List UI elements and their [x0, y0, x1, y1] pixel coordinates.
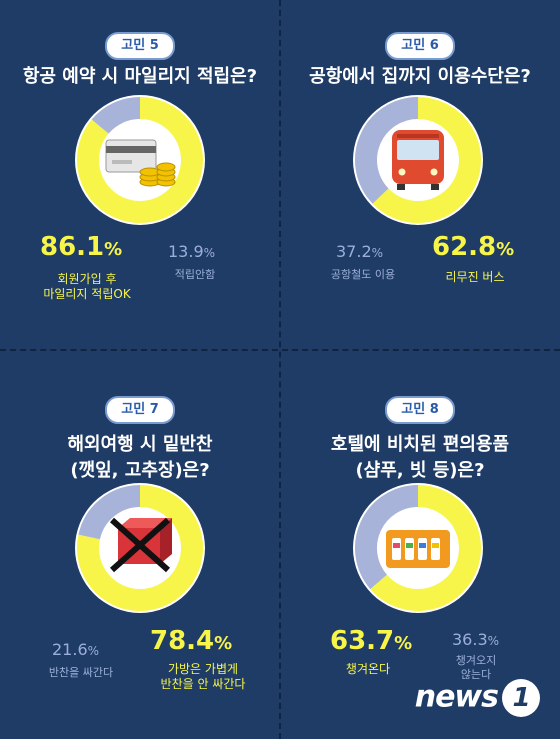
- title-line: 호텔에 비치된 편의용품: [330, 434, 510, 455]
- question-title-7: 해외여행 시 밑반찬 (깻잎, 고추장)은?: [0, 432, 280, 484]
- small-value-5: 13.9%: [168, 242, 215, 261]
- big-number: 78.4: [150, 626, 215, 656]
- donut-8: [353, 483, 483, 613]
- question-title-5: 항공 예약 시 마일리지 적립은?: [0, 64, 280, 90]
- small-label-5: 적립안함: [160, 268, 230, 282]
- panel-5: 고민 5 항공 예약 시 마일리지 적립은? 86.1% 회원가입 후 마일리지…: [0, 0, 280, 350]
- percent-sign: %: [487, 634, 500, 648]
- toiletries-icon: [386, 530, 450, 568]
- donut-segment-major: [370, 485, 481, 611]
- badge-6: 고민 6: [385, 32, 455, 60]
- small-label-6: 공항철도 이용: [318, 268, 408, 282]
- panel-8: 고민 8 호텔에 비치된 편의용품 (샴푸, 빗 등)은? 63.7% 챙겨온다…: [280, 380, 560, 730]
- badge-8: 고민 8: [385, 396, 455, 424]
- label-line: 가방은 가볍게: [167, 662, 239, 676]
- donut-segment-major: [77, 97, 203, 223]
- donut-chart-5: [75, 95, 205, 225]
- label-line: 적립안함: [174, 268, 216, 281]
- big-value-5: 86.1%: [40, 232, 122, 262]
- big-label-8: 챙겨온다: [328, 662, 408, 677]
- small-value-8: 36.3%: [452, 630, 499, 649]
- label-line: 마일리지 적립OK: [43, 287, 131, 301]
- big-value-7: 78.4%: [150, 626, 232, 656]
- donut-segment-minor: [355, 485, 419, 590]
- logo-mark: 1: [502, 679, 540, 717]
- small-value-7: 21.6%: [52, 640, 99, 659]
- big-value-8: 63.7%: [330, 626, 412, 656]
- news1-logo: news 1: [415, 679, 540, 717]
- question-title-6: 공항에서 집까지 이용수단은?: [280, 64, 560, 90]
- small-number: 13.9: [168, 242, 204, 261]
- donut-segment-major: [372, 97, 481, 223]
- question-title-8: 호텔에 비치된 편의용품 (샴푸, 빗 등)은?: [280, 432, 560, 484]
- panel-6: 고민 6 공항에서 집까지 이용수단은? 37.2% 공항철도 이용 62.8%…: [280, 0, 560, 350]
- donut-segment-minor: [91, 97, 141, 135]
- label-line: 챙겨오지: [455, 654, 497, 667]
- label-line: 반찬을 싸간다: [48, 666, 114, 679]
- big-label-7: 가방은 가볍게 반찬을 안 싸간다: [138, 662, 268, 692]
- label-line: 회원가입 후: [57, 272, 117, 286]
- logo-text: news: [414, 679, 499, 715]
- vertical-divider: [279, 0, 281, 739]
- big-label-6: 리무진 버스: [430, 270, 520, 285]
- donut-segment-minor: [78, 485, 141, 540]
- big-value-6: 62.8%: [432, 232, 514, 262]
- label-line: 리무진 버스: [445, 270, 505, 284]
- label-line: 공항철도 이용: [330, 268, 396, 281]
- bus-icon: [392, 130, 444, 190]
- badge-7: 고민 7: [105, 396, 175, 424]
- big-label-5: 회원가입 후 마일리지 적립OK: [22, 272, 152, 302]
- badge-5: 고민 5: [105, 32, 175, 60]
- horizontal-divider: [0, 349, 560, 351]
- donut-chart-8: [353, 483, 483, 613]
- big-number: 62.8: [432, 232, 497, 262]
- percent-sign: %: [394, 633, 413, 654]
- label-line: 않는다: [460, 668, 492, 681]
- title-line: 항공 예약 시 마일리지 적립은?: [22, 66, 258, 87]
- label-line: 반찬을 안 싸간다: [160, 677, 246, 691]
- title-line: (깻잎, 고추장)은?: [70, 460, 210, 481]
- small-number: 37.2: [336, 242, 372, 261]
- donut-chart-7: [75, 483, 205, 613]
- small-label-8: 챙겨오지 않는다: [446, 654, 506, 682]
- donut-segment-major: [77, 485, 203, 611]
- title-line: (샴푸, 빗 등)은?: [355, 460, 485, 481]
- donut-chart-6: [353, 95, 483, 225]
- panel-7: 고민 7 해외여행 시 밑반찬 (깻잎, 고추장)은? 21.6% 반찬을 싸간…: [0, 380, 280, 730]
- small-label-7: 반찬을 싸간다: [36, 666, 126, 680]
- percent-sign: %: [214, 633, 233, 654]
- small-number: 21.6: [52, 640, 88, 659]
- small-number: 36.3: [452, 630, 488, 649]
- donut-segment-minor: [355, 97, 419, 204]
- big-number: 86.1: [40, 232, 105, 262]
- percent-sign: %: [496, 239, 515, 260]
- credit-card-coins-icon: [105, 139, 176, 187]
- percent-sign: %: [203, 246, 216, 260]
- label-line: 챙겨온다: [345, 662, 391, 676]
- big-number: 63.7: [330, 626, 395, 656]
- title-line: 해외여행 시 밑반찬: [67, 434, 213, 455]
- crossed-food-box-icon: [110, 517, 172, 573]
- percent-sign: %: [104, 239, 123, 260]
- percent-sign: %: [371, 246, 384, 260]
- title-line: 공항에서 집까지 이용수단은?: [309, 66, 531, 87]
- small-value-6: 37.2%: [336, 242, 383, 261]
- percent-sign: %: [87, 644, 100, 658]
